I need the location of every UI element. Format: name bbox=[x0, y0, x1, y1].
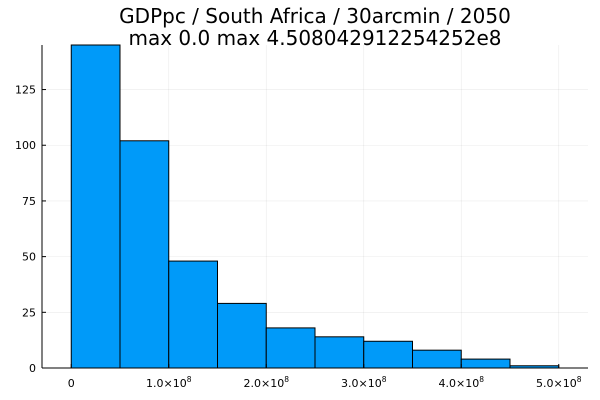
x-tick-label-3: 2.0×108 bbox=[244, 375, 290, 390]
x-tick-label-5: 4.0×108 bbox=[439, 375, 485, 390]
chart-title-line-1: GDPpc / South Africa / 30arcmin / 2050 bbox=[119, 4, 511, 28]
histogram-bar-2 bbox=[119, 140, 170, 369]
x-tick-label-6: 5.0×108 bbox=[536, 375, 582, 390]
y-tick-label-5: 100 bbox=[15, 139, 36, 152]
axes bbox=[41, 45, 588, 369]
y-tick-label-2: 25 bbox=[22, 306, 36, 319]
histogram-bar-8 bbox=[412, 349, 462, 369]
x-tick-label-1: 0 bbox=[68, 377, 75, 390]
chart-title: GDPpc / South Africa / 30arcmin / 2050ma… bbox=[119, 4, 511, 50]
y-tick-label-6: 125 bbox=[15, 84, 36, 97]
histogram-bar-1 bbox=[70, 44, 121, 369]
y-tick-labels: 0 25 50 75 100 125 bbox=[15, 84, 36, 375]
y-tick-label-3: 50 bbox=[22, 251, 36, 264]
histogram-bar-7 bbox=[363, 340, 413, 369]
histogram-bars bbox=[70, 44, 560, 369]
x-tick-label-2: 1.0×108 bbox=[146, 375, 192, 390]
x-tick-labels: 0 1.0×108 2.0×108 3.0×108 4.0×108 5.0×108 bbox=[68, 375, 582, 390]
histogram-bar-6 bbox=[314, 336, 365, 369]
chart-title-line-2: max 0.0 max 4.508042912254252e8 bbox=[128, 26, 501, 50]
y-tick-label-1: 0 bbox=[29, 362, 36, 375]
histogram-bar-3 bbox=[168, 260, 218, 369]
histogram-bar-5 bbox=[265, 327, 316, 369]
histogram-bar-4 bbox=[217, 302, 267, 369]
x-tick-label-4: 3.0×108 bbox=[341, 375, 387, 390]
y-tick-label-4: 75 bbox=[22, 195, 36, 208]
histogram-bar-9 bbox=[460, 358, 511, 369]
